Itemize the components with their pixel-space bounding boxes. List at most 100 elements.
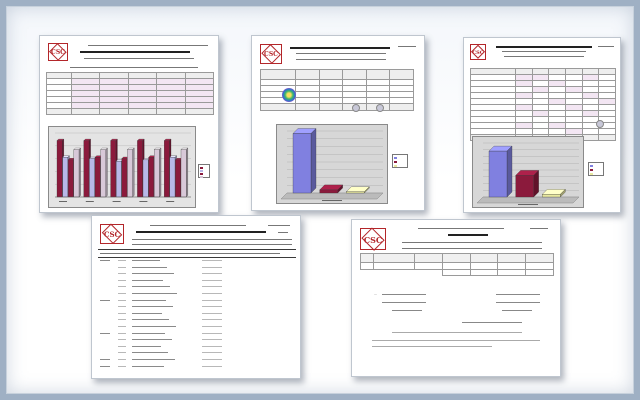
note-line xyxy=(372,346,492,347)
row-detail xyxy=(202,365,222,367)
row-name xyxy=(132,332,165,334)
marker-dot xyxy=(352,104,360,112)
csc-logo: CSC xyxy=(470,44,486,60)
report-document-3[interactable]: CSC xyxy=(463,37,621,213)
chart-bar xyxy=(110,140,116,198)
chart-bar xyxy=(83,140,90,198)
signature-line xyxy=(382,294,426,295)
summary-form-document[interactable]: CSC — xyxy=(351,219,561,377)
chart-bar xyxy=(116,161,122,198)
chart-tick-label xyxy=(85,201,94,202)
csc-logo: CSC xyxy=(100,224,124,244)
row-name xyxy=(132,345,161,347)
chart-bar xyxy=(62,157,68,198)
row-name xyxy=(132,359,175,360)
row-id xyxy=(118,299,126,301)
info-line xyxy=(132,239,292,240)
chart-bar xyxy=(154,149,160,198)
row-detail xyxy=(202,293,222,294)
summary-table xyxy=(360,253,554,276)
bar-chart-svg xyxy=(280,128,384,201)
row-detail xyxy=(202,306,222,308)
chart-bar-side xyxy=(78,147,81,198)
bar-chart-svg xyxy=(476,142,580,205)
row-seq-number xyxy=(100,359,110,360)
report-title-line xyxy=(80,51,190,53)
row-id xyxy=(118,273,126,275)
chart-legend xyxy=(198,164,210,178)
row-name xyxy=(132,352,168,354)
report-document-1[interactable]: CSC xyxy=(39,35,219,213)
chart-bar xyxy=(515,175,534,198)
subtitle-line xyxy=(502,51,586,52)
row-detail xyxy=(202,339,222,341)
subtitle-line xyxy=(296,53,386,54)
bar-chart-area xyxy=(276,124,388,204)
report-title-line xyxy=(448,234,488,236)
chart-bar xyxy=(164,140,170,198)
row-name xyxy=(132,299,166,301)
chart-floor xyxy=(476,196,580,204)
chart-legend xyxy=(588,162,604,176)
chart-bar xyxy=(68,159,74,198)
spinner-graphic xyxy=(282,88,296,102)
report-title-line xyxy=(496,46,592,48)
row-detail xyxy=(202,326,222,327)
report-document-2[interactable]: CSC xyxy=(251,35,425,211)
chart-bar-side xyxy=(186,147,188,198)
row-detail xyxy=(202,266,222,268)
csc-logo: CSC xyxy=(260,44,282,64)
row-seq-number xyxy=(100,299,110,301)
chart-legend xyxy=(392,154,408,168)
chart-bar-side xyxy=(159,147,162,198)
row-id xyxy=(118,260,126,261)
row-detail xyxy=(202,299,222,301)
csc-logo: CSC xyxy=(360,228,386,250)
row-detail xyxy=(202,312,222,314)
row-id xyxy=(118,345,126,347)
info-line xyxy=(296,59,386,60)
row-name xyxy=(132,306,173,308)
row-id xyxy=(118,279,126,281)
chart-floor xyxy=(280,192,384,200)
row-name xyxy=(132,279,163,281)
chart-bar xyxy=(94,157,101,198)
subtitle-line xyxy=(84,58,194,59)
row-id xyxy=(118,293,126,294)
csc-logo-text: CSC xyxy=(363,235,383,245)
table-header-rule xyxy=(98,257,296,258)
chart-tick-label xyxy=(166,201,175,202)
csc-logo-text: CSC xyxy=(51,49,65,56)
chart-bar xyxy=(148,157,154,198)
chart-bar xyxy=(121,158,128,198)
row-seq-number xyxy=(100,365,110,367)
info-line xyxy=(70,67,198,68)
bar-chart-area xyxy=(48,126,196,208)
chart-bar xyxy=(137,140,143,198)
page-number-line xyxy=(398,46,416,47)
chart-bar xyxy=(542,194,561,198)
chart-bar xyxy=(100,149,106,198)
row-name xyxy=(132,326,176,327)
summary-table xyxy=(470,68,616,141)
page-number-line xyxy=(268,225,290,226)
chart-bar xyxy=(488,150,508,198)
bar-chart-area xyxy=(472,136,584,208)
row-id xyxy=(118,306,126,308)
chart-tick-label xyxy=(518,204,538,205)
attendance-document[interactable]: CSC xyxy=(91,215,301,379)
chart-bar xyxy=(142,159,149,198)
attendance-rows xyxy=(92,260,300,376)
row-detail xyxy=(202,273,222,275)
page-number-line xyxy=(598,46,614,47)
chart-bar xyxy=(73,149,80,198)
chart-tick-label xyxy=(112,201,121,202)
row-name xyxy=(132,319,169,321)
row-id xyxy=(118,312,126,314)
row-detail xyxy=(202,359,222,360)
signature-line xyxy=(382,302,426,303)
row-name xyxy=(132,260,160,261)
signature-label: — xyxy=(374,292,377,296)
row-detail xyxy=(202,345,222,347)
row-name xyxy=(132,286,170,288)
